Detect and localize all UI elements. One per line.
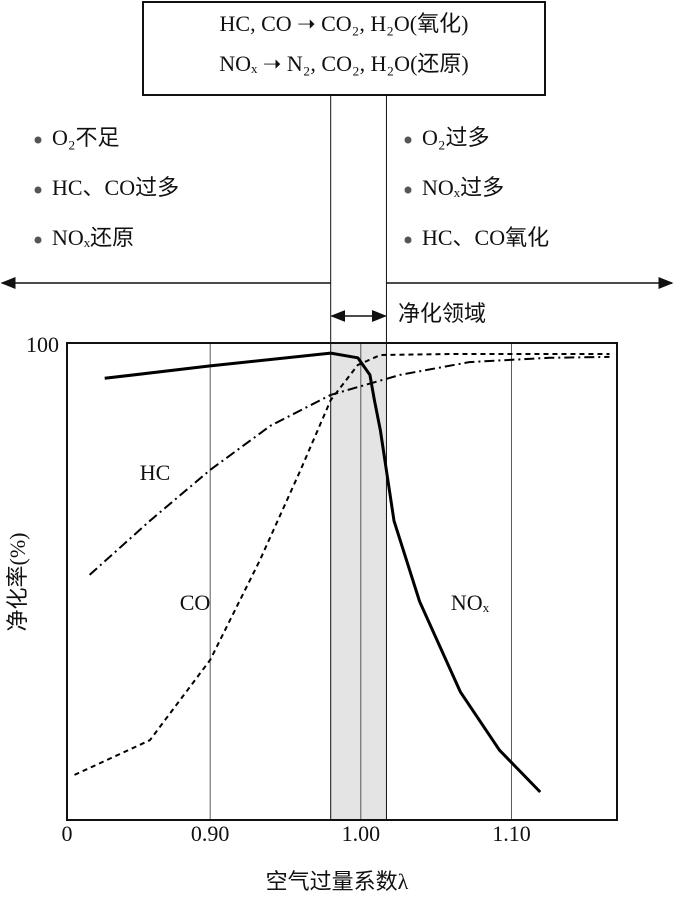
series-line [88,355,610,576]
lean-item: NOₓ过多 [422,175,504,200]
rich-list: O₂不足 HC、CO过多 NOₓ还原 [34,125,179,250]
y-tick-label: 100 [26,332,59,357]
series-line [104,351,542,794]
rich-item: NOₓ还原 [52,225,134,250]
series-label: HC [140,460,171,485]
window-label: 净化领域 [398,301,486,326]
rich-item: HC、CO过多 [52,175,179,200]
series-label: NOₓ [451,590,490,615]
lean-list: O₂过多 NOₓ过多 HC、CO氧化 [404,125,549,250]
y-tick-label: 0 [62,821,73,846]
series-label: CO [180,590,211,615]
bullet [34,236,42,244]
reaction-box [142,1,546,96]
bullet [34,186,42,194]
x-axis-label: 空气过量系数λ [266,869,409,894]
x-tick-label: 1.10 [492,821,531,846]
bullet [404,236,412,244]
bullet [404,186,412,194]
bullet [404,136,412,144]
plot-frame [66,342,618,821]
purification-window [330,343,387,820]
reaction-line: HC, CO ➝ CO₂, H₂O(氧化) [220,11,469,36]
x-tick-label: 0.90 [191,821,230,846]
rich-item: O₂不足 [52,125,120,150]
lean-item: HC、CO氧化 [422,225,549,250]
lean-item: O₂过多 [422,125,490,150]
x-tick-label: 1.00 [342,821,381,846]
bullet [34,136,42,144]
y-axis-label: 净化率(%) [5,533,30,632]
reaction-line: NOₓ ➝ N₂, CO₂, H₂O(还原) [219,51,468,76]
